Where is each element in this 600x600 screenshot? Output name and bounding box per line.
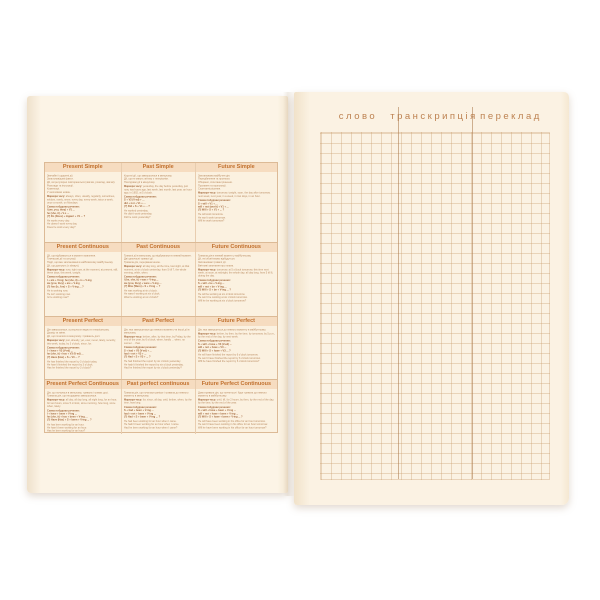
tense-cell: Дії, що відбуваються в момент мовлення. Т…	[45, 252, 122, 316]
tense-cell-text: Тривала дія в певний момент у майбутньом…	[197, 254, 273, 302]
tense-cell: Запланована майбутня дія. Передбачення та…	[196, 172, 277, 242]
tense-row: Present Perfect Continuous Past perfect c…	[45, 380, 277, 434]
vocab-column-divider	[398, 107, 399, 479]
tense-title: Past perfect continuous	[121, 380, 196, 389]
tense-table: Present Simple Past Simple Future Simple Зв…	[44, 162, 278, 434]
tense-cell: Звичайні і щоденні дії. Загальновідомі фа…	[45, 172, 122, 242]
tense-cell: Дія, яка завершиться до певного моменту …	[196, 326, 277, 379]
tense-body-row: Звичайні і щоденні дії. Загальновідомі фа…	[45, 172, 277, 242]
tense-cell-text: Дія, що почалася в минулому, тривала і т…	[47, 391, 117, 433]
tense-cell-text: Звичайні і щоденні дії. Загальновідомі фа…	[47, 174, 116, 229]
tense-cell-text: Тривалі дії в минулому, що відбувалися в…	[123, 254, 192, 299]
tense-body-row: Дії, що відбуваються в момент мовлення. Т…	[45, 252, 277, 316]
tense-body-row: Дія, що почалася в минулому, тривала і т…	[45, 389, 277, 434]
tense-body-row: Дія завершилася, а результат видно в теп…	[45, 326, 277, 379]
tense-header-row: Present Simple Past Simple Future Simple	[45, 163, 277, 172]
tense-row: Present Continuous Past Continuous Future …	[45, 243, 277, 317]
tense-cell: Короткі дії, що завершилися в минулому. Д…	[122, 172, 196, 242]
tense-header-row: Present Continuous Past Continuous Future …	[45, 243, 277, 252]
tense-title: Future Continuous	[195, 243, 277, 252]
tense-cell: Довготривала дія, що почнеться і буде тр…	[196, 389, 277, 434]
vocab-grid	[320, 107, 550, 480]
tense-cell: Тривала дія в певний момент у майбутньом…	[196, 252, 277, 316]
tense-cell: Тривалі дії в минулому, що відбувалися в…	[122, 252, 196, 316]
tense-cell: Дія, яка завершилася до певного моменту …	[122, 326, 196, 379]
tense-title: Present Perfect	[45, 317, 122, 326]
tense-title: Past Perfect	[121, 317, 196, 326]
tense-cell-text: Дії, що відбуваються в момент мовлення. Т…	[47, 254, 118, 299]
tense-cell: Дія завершилася, а результат видно в теп…	[45, 326, 122, 379]
tense-cell-text: Дія, яка завершиться до певного моменту …	[197, 328, 275, 363]
tense-title: Past Continuous	[121, 243, 196, 252]
tense-header-row: Present Perfect Continuous Past perfect c…	[45, 380, 277, 389]
vocab-column-divider	[472, 107, 473, 479]
tense-cell: Дія, що почалася в минулому, тривала і т…	[45, 389, 122, 434]
tense-cell-text: Довготривала дія, що почнеться і буде тр…	[197, 391, 274, 429]
vocab-column-header-word: слово	[338, 111, 378, 122]
tense-header-row: Present Perfect Past Perfect Future Perfec…	[45, 317, 277, 326]
book-spine	[283, 92, 295, 496]
tense-title: Present Simple	[45, 163, 122, 172]
tense-title: Present Perfect Continuous	[45, 380, 122, 389]
right-page: слово транскрипція переклад	[294, 92, 569, 505]
tense-cell-text: Дія, яка завершилася до певного моменту …	[123, 328, 191, 370]
tense-cell-text: Запланована майбутня дія. Передбачення та…	[197, 174, 271, 223]
tense-title: Past Simple	[121, 163, 196, 172]
tense-row: Present Perfect Past Perfect Future Perfec…	[45, 317, 277, 380]
tense-title: Future Perfect Continuous	[195, 380, 277, 389]
tense-cell: Тривала дія, що почалася раніше і тривал…	[122, 389, 196, 434]
tense-row: Present Simple Past Simple Future Simple Зв…	[45, 163, 277, 243]
tense-title: Future Simple	[195, 163, 277, 172]
left-page: Present Simple Past Simple Future Simple Зв…	[27, 96, 288, 493]
vocab-column-header-translation: переклад	[480, 111, 542, 122]
tense-cell-text: Тривала дія, що почалася раніше і тривал…	[123, 391, 192, 429]
tense-title: Future Perfect	[195, 317, 277, 326]
tense-cell-text: Короткі дії, що завершилися в минулому. Д…	[123, 174, 192, 219]
tense-cell-text: Дія завершилася, а результат видно в теп…	[47, 328, 116, 370]
tense-title: Present Continuous	[45, 243, 122, 252]
vocab-column-header-transcription: транскрипція	[390, 111, 478, 122]
